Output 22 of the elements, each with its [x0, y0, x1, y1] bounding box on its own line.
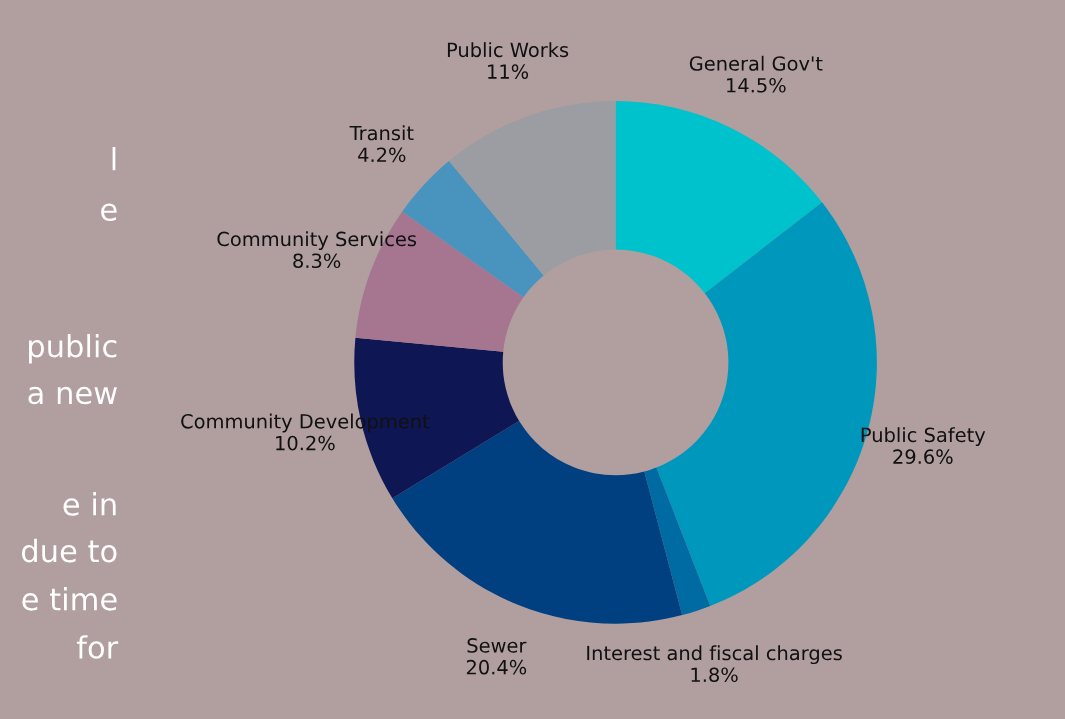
text: for: [76, 635, 119, 659]
slice-label: Interest and fiscal charges: [587, 645, 842, 665]
text: l: [112, 146, 116, 171]
slice-label: General Gov't: [689, 55, 823, 71]
text: public: [29, 333, 117, 364]
data-label: 10.2%: [276, 435, 335, 451]
slice-label: Transit: [349, 125, 414, 141]
data-label: 11%: [488, 64, 529, 79]
slice-label: Community Services: [217, 231, 417, 251]
data-label: 29.6%: [893, 449, 953, 464]
slice-label: Sewer: [467, 638, 527, 653]
text: due to: [21, 538, 117, 563]
data-label: 20.4%: [466, 659, 527, 675]
data-label: 8.3%: [293, 253, 341, 269]
data-label: 1.8%: [691, 667, 738, 683]
text: e time: [22, 587, 117, 611]
data-label: 4.2%: [358, 147, 406, 163]
data-label: 14.5%: [727, 77, 786, 93]
text: e: [101, 203, 117, 221]
text: e in: [63, 492, 116, 516]
text: a new: [28, 386, 117, 405]
slice-label: Public Works: [447, 42, 569, 58]
